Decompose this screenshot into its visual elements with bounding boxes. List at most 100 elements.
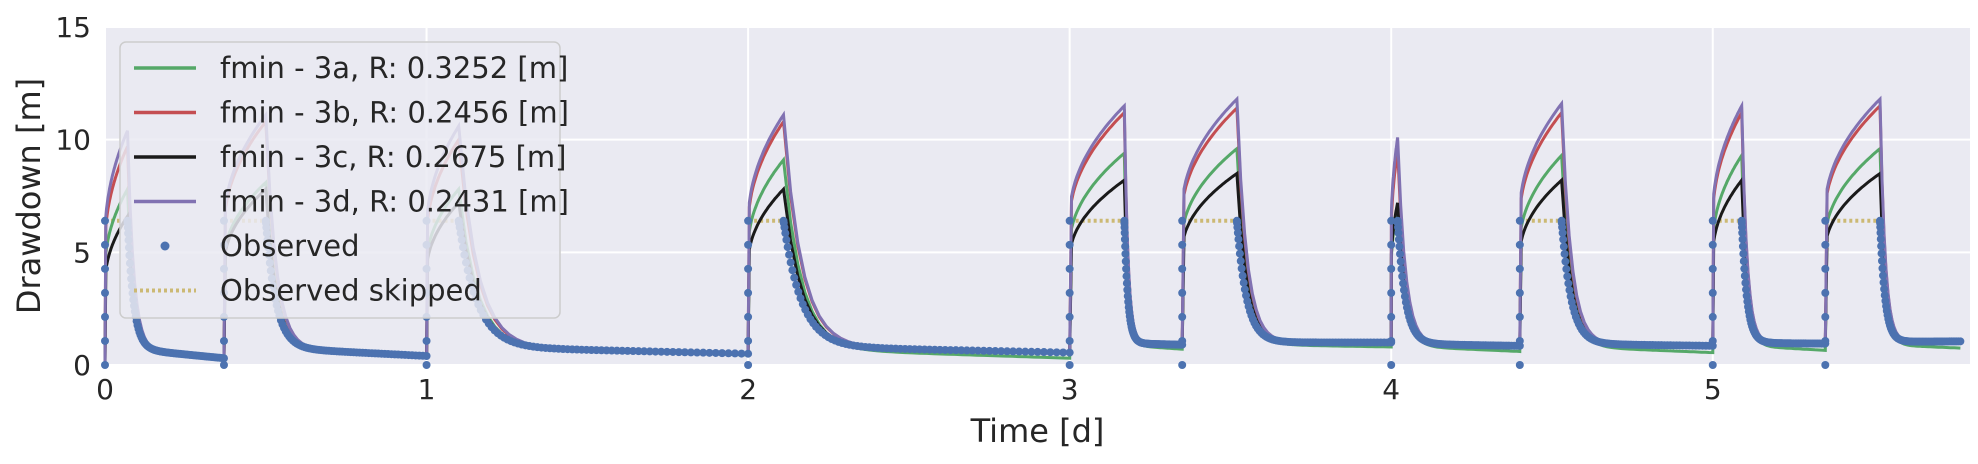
legend-label: fmin - 3a, R: 0.3252 [m] — [220, 51, 568, 85]
observed-point — [1065, 288, 1074, 297]
observed-point — [1178, 216, 1187, 225]
observed-point — [1560, 249, 1569, 258]
observed-point — [1708, 264, 1717, 273]
observed-point — [1065, 264, 1074, 273]
observed-point — [1240, 285, 1249, 294]
observed-point — [724, 349, 733, 358]
observed-point — [640, 347, 649, 356]
observed-point — [1065, 216, 1074, 225]
observed-point — [1821, 288, 1830, 297]
observed-point — [1563, 272, 1572, 281]
observed-point — [101, 361, 109, 369]
observed-point — [1387, 216, 1396, 225]
observed-point — [101, 312, 109, 321]
y-tick-label: 5 — [73, 236, 91, 269]
observed-point — [634, 347, 643, 356]
observed-point — [1515, 336, 1524, 345]
observed-point — [1238, 271, 1247, 280]
observed-point — [1387, 336, 1396, 345]
observed-point — [686, 348, 695, 357]
observed-point — [985, 346, 994, 355]
observed-point — [1558, 228, 1567, 237]
observed-point — [1396, 249, 1405, 258]
x-axis-label: Time [d] — [970, 412, 1105, 450]
observed-point — [1880, 285, 1889, 294]
observed-point — [1178, 312, 1187, 321]
observed-point — [1515, 361, 1524, 369]
y-axis-label: Drawdown [m] — [10, 78, 48, 314]
observed-point — [1387, 240, 1396, 249]
observed-point — [1122, 272, 1131, 281]
observed-point — [744, 312, 753, 321]
observed-point — [718, 349, 727, 358]
observed-point — [422, 336, 431, 345]
observed-point — [1235, 242, 1244, 251]
observed-point — [1237, 264, 1246, 273]
observed-point — [1708, 361, 1717, 369]
observed-point — [699, 348, 708, 357]
observed-point — [1399, 286, 1408, 295]
observed-point — [1236, 257, 1245, 266]
legend: fmin - 3a, R: 0.3252 [m] fmin - 3b, R: 0.… — [119, 41, 569, 319]
observed-point — [1122, 264, 1131, 273]
observed-point — [1003, 347, 1012, 356]
tick-labels: 0 1 2 3 4 5 0 5 10 15 — [55, 11, 1721, 406]
observed-point — [744, 288, 753, 297]
observed-point — [1120, 228, 1129, 237]
observed-point — [219, 354, 228, 363]
observed-point — [1121, 257, 1130, 266]
observed-point — [1065, 312, 1074, 321]
observed-point — [1879, 278, 1888, 287]
observed-point — [1396, 257, 1405, 266]
observed-point — [1878, 271, 1887, 280]
observed-point — [1877, 256, 1886, 265]
observed-point — [1122, 279, 1131, 288]
observed-point — [1740, 264, 1749, 273]
observed-point — [1738, 242, 1747, 251]
observed-point — [101, 240, 109, 249]
observed-point — [101, 336, 109, 345]
observed-point — [1515, 264, 1524, 273]
observed-point — [693, 348, 702, 357]
observed-point — [1515, 240, 1524, 249]
y-tick-label: 15 — [55, 11, 91, 44]
observed-point — [1178, 240, 1187, 249]
observed-point — [997, 347, 1006, 356]
legend-label: Observed — [220, 229, 360, 263]
observed-point — [1515, 288, 1524, 297]
observed-point — [1387, 312, 1396, 321]
observed-point — [1565, 286, 1574, 295]
observed-point — [744, 336, 753, 345]
observed-point — [1065, 240, 1074, 249]
observed-point — [1559, 242, 1568, 251]
observed-point — [1120, 235, 1129, 244]
observed-point — [1387, 264, 1396, 273]
observed-point — [1708, 240, 1717, 249]
observed-point — [1708, 288, 1717, 297]
observed-point — [1559, 235, 1568, 244]
observed-point — [1564, 279, 1573, 288]
observed-point — [1121, 249, 1130, 258]
x-tick-label: 1 — [418, 373, 436, 406]
observed-point — [657, 347, 666, 356]
observed-point — [1821, 336, 1830, 345]
observed-point — [101, 216, 109, 225]
observed-point — [1742, 285, 1751, 294]
observed-point — [668, 347, 677, 356]
observed-point — [1739, 257, 1748, 266]
observed-point — [737, 349, 746, 358]
observed-point — [1065, 348, 1074, 357]
observed-point — [1123, 292, 1132, 301]
x-tick-label: 5 — [1704, 373, 1722, 406]
observed-point — [790, 273, 799, 282]
observed-point — [744, 216, 753, 225]
observed-point — [1876, 235, 1885, 244]
observed-point — [680, 348, 689, 357]
y-tick-label: 10 — [55, 124, 91, 157]
observed-point — [1394, 228, 1403, 237]
observed-point — [1239, 278, 1248, 287]
observed-point — [1039, 348, 1048, 357]
observed-point — [968, 346, 977, 355]
observed-point — [730, 349, 739, 358]
observed-point — [792, 280, 801, 289]
